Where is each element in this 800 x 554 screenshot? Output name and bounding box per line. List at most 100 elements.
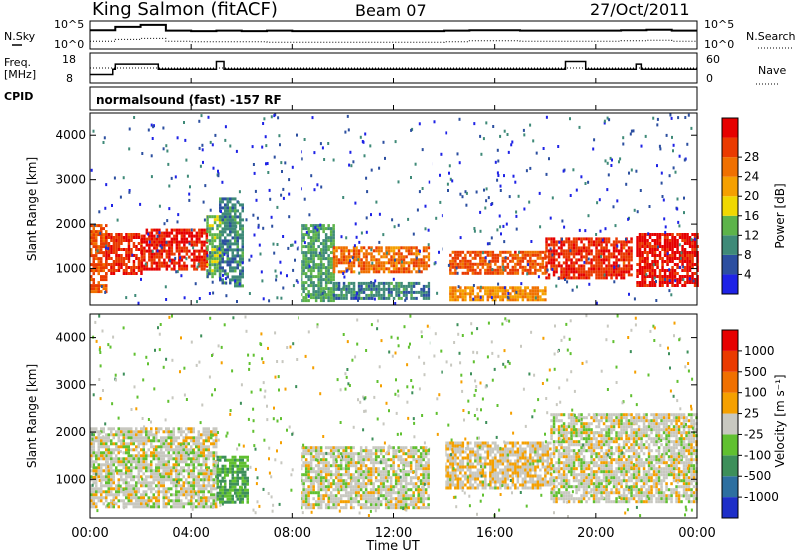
power-cell-7 xyxy=(337,281,341,285)
velocity-cell-0 xyxy=(175,484,178,488)
velocity-cell-0 xyxy=(145,505,148,509)
power-cell-5 xyxy=(312,224,315,228)
power-cell-4 xyxy=(234,275,237,279)
power-cell-0 xyxy=(100,227,103,231)
power-cell-11 xyxy=(668,248,672,251)
power-cell-2 xyxy=(180,228,184,232)
velocity-cell-0 xyxy=(157,499,160,503)
power-speckle xyxy=(584,182,587,185)
velocity-cell-2 xyxy=(337,455,340,459)
power-speckle xyxy=(141,152,144,155)
power-cell-5 xyxy=(327,227,330,231)
velocity-cell-0 xyxy=(132,487,135,491)
velocity-cell-0 xyxy=(142,496,145,500)
velocity-cell-0 xyxy=(207,427,210,431)
velocity-cell-2 xyxy=(319,503,323,507)
power-cell-4 xyxy=(221,221,224,225)
power-cell-8 xyxy=(519,262,522,266)
velocity-cell-2 xyxy=(344,488,348,492)
velocity-cell-2 xyxy=(332,452,335,456)
velocity-cell-0 xyxy=(147,463,150,467)
velocity-cell-0 xyxy=(97,469,100,473)
power-cell-11 xyxy=(643,272,647,275)
power-speckle xyxy=(456,152,459,156)
power-cell-6 xyxy=(355,258,358,262)
power-cell-10 xyxy=(562,255,566,259)
power-cell-11 xyxy=(648,248,652,251)
power-cell-8 xyxy=(484,259,487,263)
power-cell-11 xyxy=(693,263,697,266)
power-cell-8 xyxy=(529,262,532,266)
power-cell-2 xyxy=(180,267,184,271)
power-cell-7 xyxy=(402,284,406,288)
power-cell-11 xyxy=(693,242,697,245)
velocity-cell-0 xyxy=(102,451,105,455)
power-cell-4 xyxy=(219,254,222,258)
velocity-cell-1 xyxy=(216,473,219,477)
power-cell-6 xyxy=(400,258,403,262)
power-cell-5 xyxy=(329,290,333,294)
power-cell-9 xyxy=(516,289,520,293)
power-cell-8 xyxy=(536,268,540,272)
velocity-cell-0 xyxy=(187,436,190,440)
power-cell-6 xyxy=(355,249,358,253)
velocity-cell-2 xyxy=(344,506,348,510)
velocity-cell-0 xyxy=(187,475,190,479)
velocity-cell-0 xyxy=(105,448,108,452)
power-cell-11 xyxy=(668,239,672,242)
power-cell-10 xyxy=(595,273,598,277)
power-cell-6 xyxy=(375,261,378,265)
velocity-cell-0 xyxy=(207,505,210,509)
power-cell-9 xyxy=(476,295,480,299)
velocity-cell-2 xyxy=(342,449,345,453)
power-cell-9 xyxy=(459,289,462,293)
velocity-cell-0 xyxy=(202,430,205,434)
power-cell-7 xyxy=(360,284,363,288)
velocity-cell-2 xyxy=(337,470,340,474)
power-speckle xyxy=(197,262,200,266)
velocity-cell-0 xyxy=(112,442,115,446)
power-cell-0 xyxy=(95,284,98,288)
velocity-cell-1 xyxy=(219,479,222,483)
velocity-cell-2 xyxy=(302,497,305,501)
power-cell-11 xyxy=(648,266,652,269)
power-cell-9 xyxy=(519,286,522,290)
power-speckle xyxy=(485,121,488,125)
power-cell-6 xyxy=(417,261,421,265)
velocity-cell-0 xyxy=(172,430,175,434)
velocity-cell-2 xyxy=(344,473,348,477)
velocity-cell-0 xyxy=(212,499,215,503)
power-speckle xyxy=(259,252,262,256)
power-cell-8 xyxy=(506,262,510,266)
power-cell-9 xyxy=(539,289,542,293)
power-cell-2 xyxy=(153,240,156,244)
power-speckle xyxy=(515,227,518,231)
velocity-cell-0 xyxy=(170,454,173,458)
power-cell-4 xyxy=(229,224,232,228)
velocity-cell-0 xyxy=(165,430,168,434)
power-cell-6 xyxy=(335,261,338,265)
power-cell-5 xyxy=(314,275,318,279)
velocity-cell-0 xyxy=(172,433,175,437)
velocity-cell-2 xyxy=(334,488,338,492)
velocity-cell-0 xyxy=(102,502,105,506)
power-cell-11 xyxy=(663,242,667,245)
velocity-cell-0 xyxy=(215,439,218,443)
power-cell-4 xyxy=(234,236,237,240)
power-speckle xyxy=(275,274,278,278)
power-speckle xyxy=(657,245,659,249)
velocity-cell-0 xyxy=(210,430,213,434)
velocity-cell-0 xyxy=(180,502,183,506)
power-cell-10 xyxy=(585,255,588,259)
velocity-cell-0 xyxy=(197,460,200,464)
velocity-cell-2 xyxy=(334,494,338,498)
power-cell-5 xyxy=(324,296,328,300)
power-data-gap xyxy=(430,113,433,305)
velocity-cell-0 xyxy=(207,430,210,434)
power-cell-5 xyxy=(327,290,330,294)
power-cell-0 xyxy=(97,233,100,237)
velocity-cell-0 xyxy=(120,439,123,443)
power-cell-1 xyxy=(117,245,121,248)
power-cell-6 xyxy=(425,267,428,271)
power-cell-10 xyxy=(610,276,613,280)
